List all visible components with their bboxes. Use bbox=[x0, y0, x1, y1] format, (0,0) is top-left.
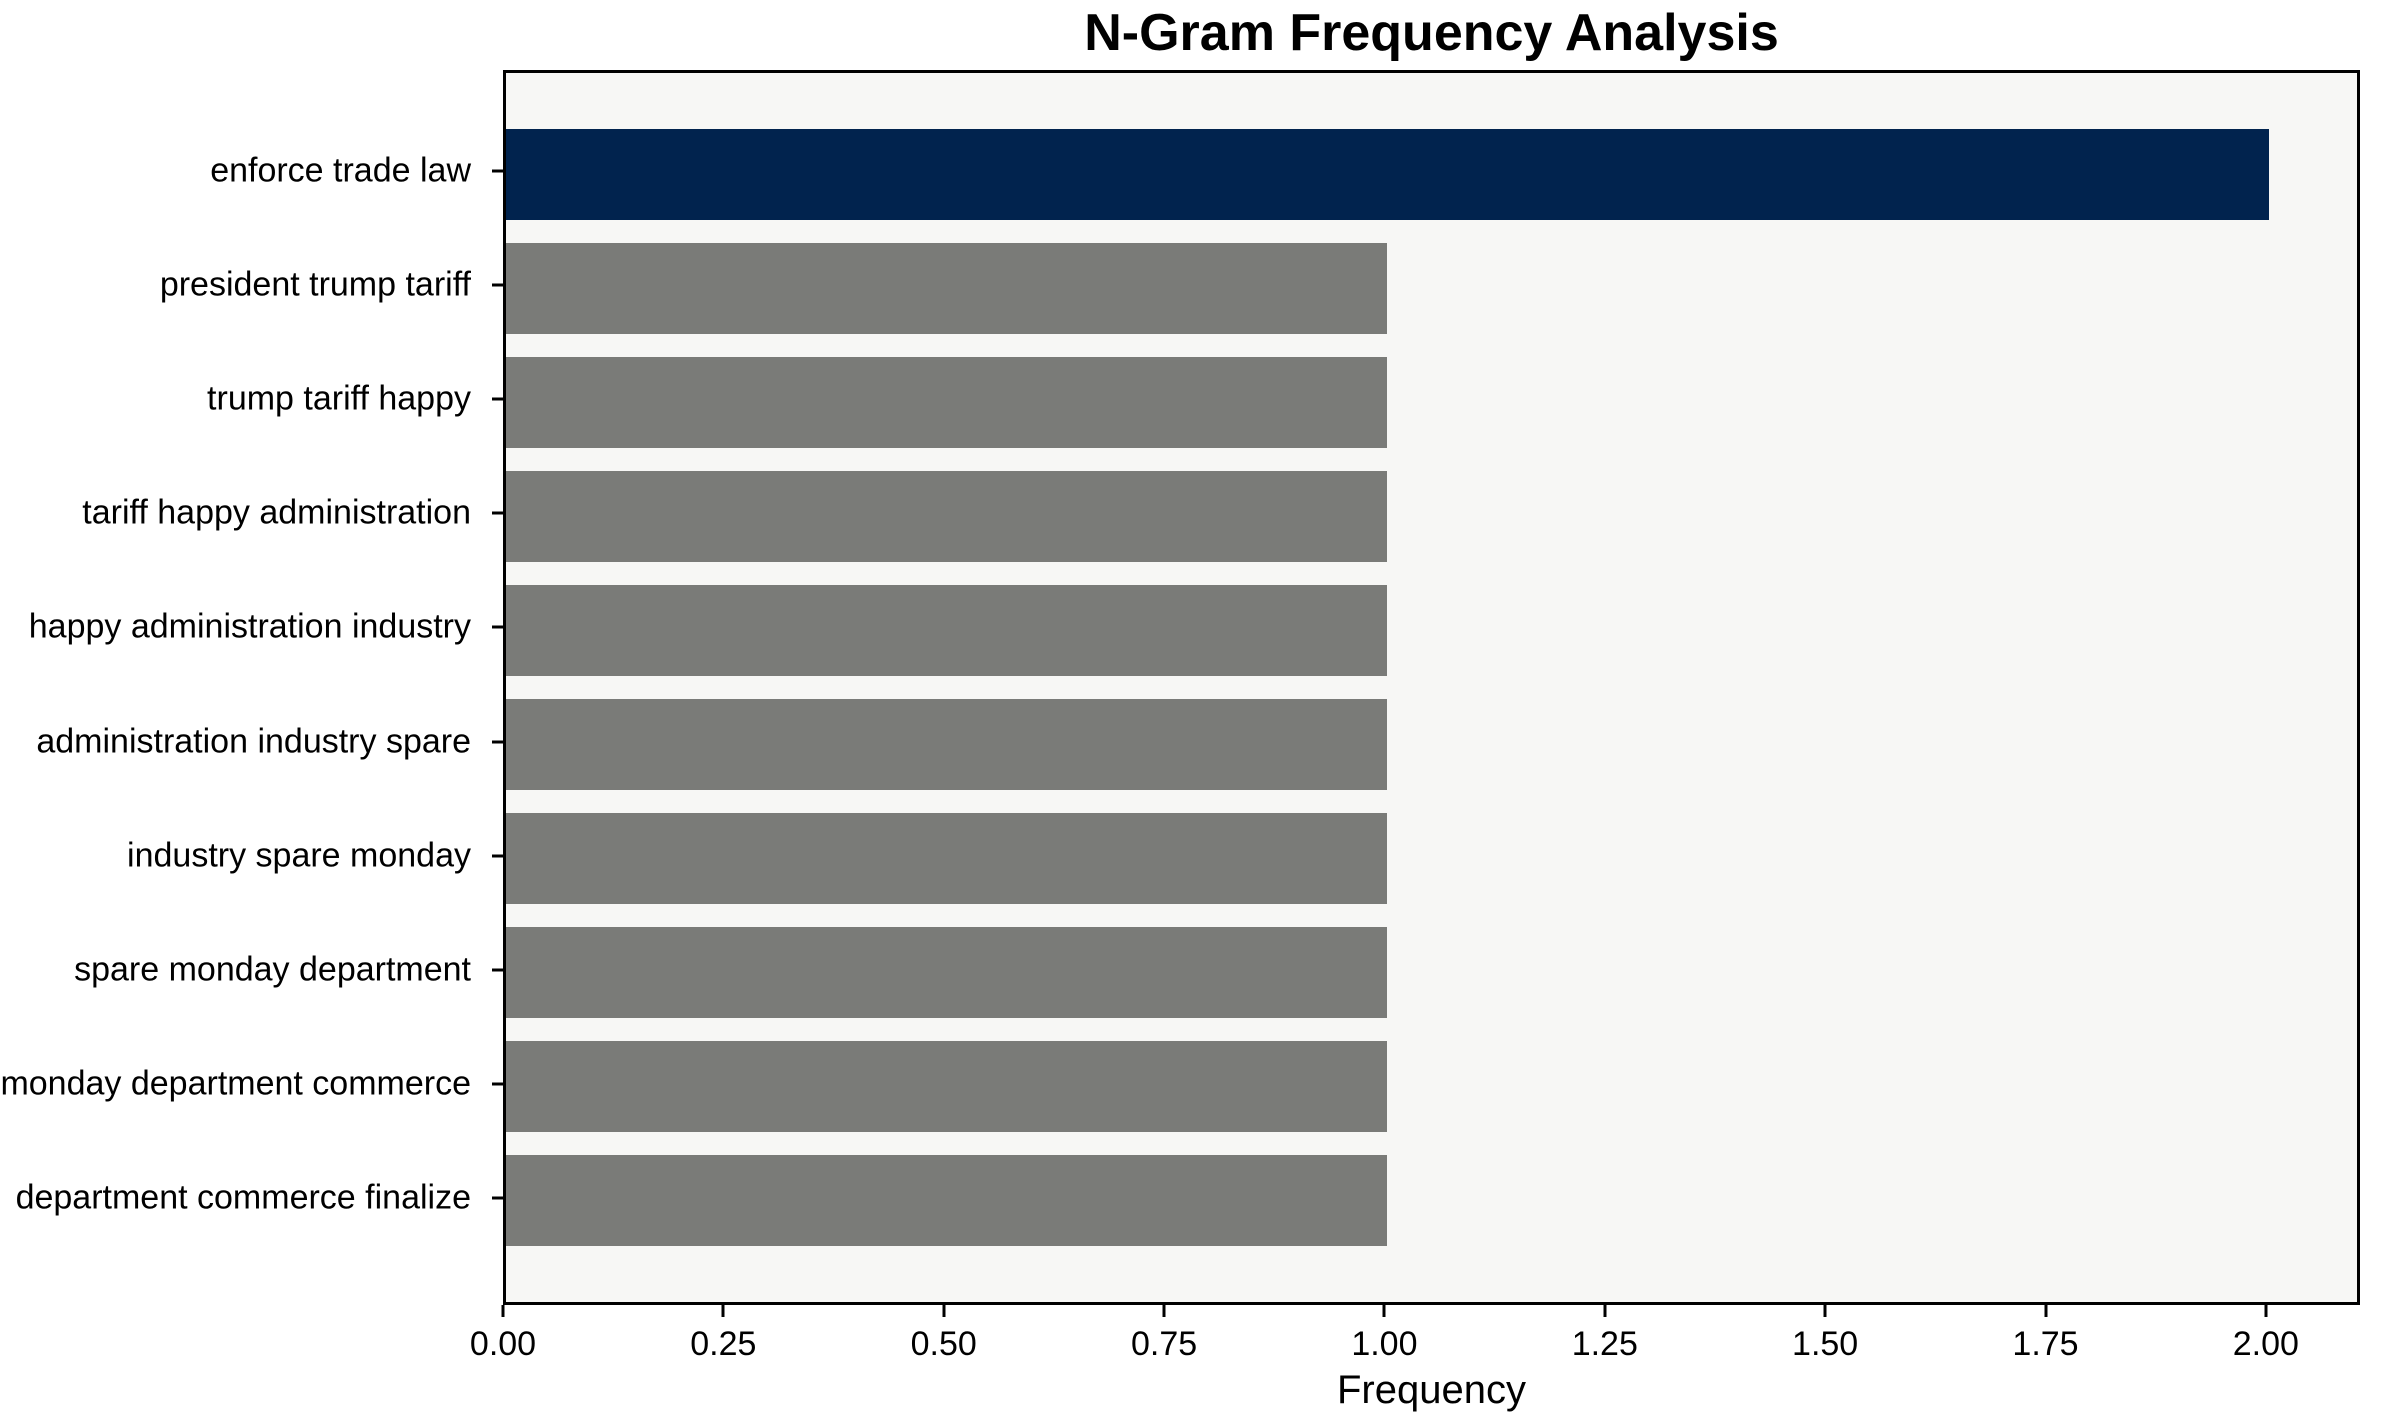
bar-monday-department-commerce bbox=[506, 1040, 1388, 1133]
y-tick-mark bbox=[492, 1196, 503, 1200]
bar-trump-tariff-happy bbox=[506, 356, 1388, 449]
x-tick-label: 0.50 bbox=[910, 1325, 977, 1363]
y-tick-mark bbox=[492, 625, 503, 629]
bar-spare-monday-department bbox=[506, 926, 1388, 1019]
bar-enforce-trade-law bbox=[506, 128, 2269, 221]
bar-administration-industry-spare bbox=[506, 698, 1388, 791]
x-tick-mark bbox=[721, 1305, 725, 1317]
y-tick-mark bbox=[492, 397, 503, 401]
x-tick-mark bbox=[1382, 1305, 1386, 1317]
y-axis-labels: enforce trade law president trump tariff t… bbox=[0, 70, 503, 1305]
x-tick-mark bbox=[1162, 1305, 1166, 1317]
x-tick-label: 1.50 bbox=[1792, 1325, 1859, 1363]
x-tick-mark bbox=[501, 1305, 505, 1317]
y-tick-label: tariff happy administration bbox=[82, 493, 471, 532]
plot-area bbox=[503, 70, 2360, 1305]
bar-tariff-happy-administration bbox=[506, 470, 1388, 563]
y-tick-mark bbox=[492, 169, 503, 173]
x-tick-label: 1.75 bbox=[2012, 1325, 2079, 1363]
y-tick-mark bbox=[492, 968, 503, 972]
y-tick-label: department commerce finalize bbox=[15, 1178, 471, 1217]
y-tick-label: administration industry spare bbox=[36, 722, 471, 760]
x-tick-mark bbox=[1823, 1305, 1827, 1317]
bar-industry-spare-monday bbox=[506, 812, 1388, 905]
x-tick-mark bbox=[2264, 1305, 2268, 1317]
y-tick-mark bbox=[492, 854, 503, 857]
x-tick-mark bbox=[2044, 1305, 2047, 1317]
y-tick-mark bbox=[492, 1082, 503, 1086]
x-tick-label: 0.00 bbox=[469, 1325, 537, 1363]
x-tick-label: 1.25 bbox=[1571, 1325, 1638, 1363]
x-tick-label: 0.75 bbox=[1130, 1325, 1198, 1363]
y-tick-mark bbox=[492, 511, 503, 515]
y-tick-mark bbox=[492, 740, 503, 743]
y-tick-label: president trump tariff bbox=[159, 265, 471, 304]
y-tick-label: industry spare monday bbox=[127, 836, 471, 874]
bar-department-commerce-finalize bbox=[506, 1154, 1388, 1247]
x-axis-label: Frequency bbox=[1337, 1368, 1526, 1412]
x-tick-label: 0.25 bbox=[690, 1325, 757, 1363]
chart-title: N-Gram Frequency Analysis bbox=[1084, 4, 1779, 62]
x-tick-label: 2.00 bbox=[2232, 1325, 2299, 1363]
y-tick-label: enforce trade law bbox=[210, 151, 471, 190]
x-tick-label: 1.00 bbox=[1351, 1325, 1418, 1363]
x-axis-ticks: 0.00 0.25 0.50 0.75 1.00 1.25 1.50 1.75 2.00 bbox=[470, 1305, 2360, 1405]
y-tick-label: monday department commerce bbox=[0, 1064, 471, 1103]
y-tick-mark bbox=[492, 283, 503, 287]
x-tick-mark bbox=[1603, 1305, 1607, 1317]
bar-president-trump-tariff bbox=[506, 242, 1388, 335]
y-tick-label: happy administration industry bbox=[28, 607, 471, 646]
y-tick-label: trump tariff happy bbox=[207, 379, 471, 418]
y-tick-label: spare monday department bbox=[74, 950, 471, 989]
bar-happy-administration-industry bbox=[506, 584, 1388, 677]
x-tick-mark bbox=[942, 1305, 946, 1317]
